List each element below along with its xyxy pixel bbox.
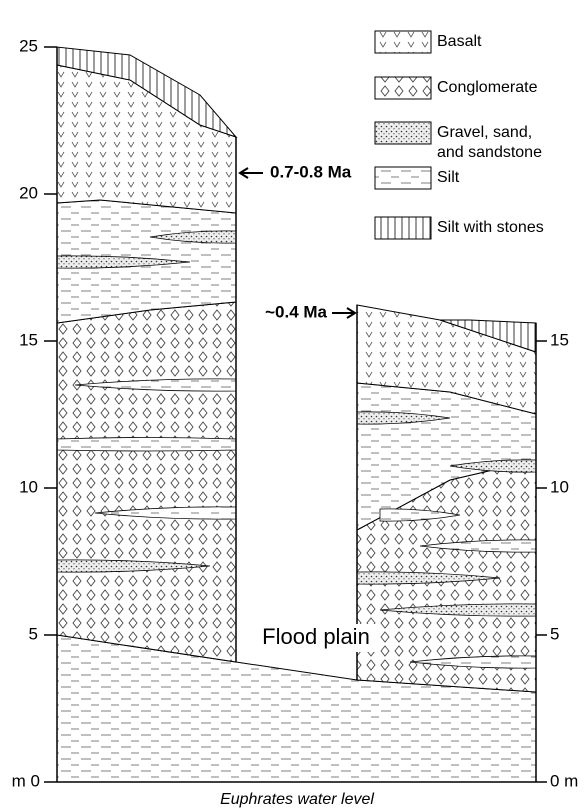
legend-swatch bbox=[374, 76, 432, 100]
legend-label: Silt bbox=[437, 169, 460, 186]
age-label: ~0.4 Ma bbox=[265, 302, 327, 321]
y-tick-label: 10 bbox=[550, 477, 569, 496]
ticks: m 0 5 10 15 20 25 0 m 5 10 15 bbox=[12, 36, 579, 790]
legend-swatch bbox=[374, 121, 432, 145]
legend-swatch bbox=[374, 30, 432, 54]
y-tick-label: 20 bbox=[19, 183, 38, 202]
y-tick-label: 0 m bbox=[550, 771, 578, 790]
legend-label: Silt with stones bbox=[437, 219, 544, 236]
arrow bbox=[238, 167, 263, 179]
layer bbox=[56, 46, 238, 139]
age-label: 0.7-0.8 Ma bbox=[270, 162, 352, 181]
legend-label: Conglomerate bbox=[437, 79, 538, 96]
legend-label: Basalt bbox=[437, 33, 482, 50]
legend bbox=[374, 30, 432, 240]
flood-plain-label: Flood plain bbox=[262, 624, 370, 649]
y-tick-label: 25 bbox=[19, 36, 38, 55]
water-level-label: Euphrates water level bbox=[220, 791, 374, 808]
y-tick-label: 15 bbox=[550, 330, 569, 349]
y-tick-label: 15 bbox=[19, 330, 38, 349]
arrow bbox=[332, 307, 357, 319]
legend-swatch bbox=[374, 166, 432, 190]
legend-swatch bbox=[374, 216, 432, 240]
y-tick-label: 5 bbox=[29, 624, 38, 643]
lens bbox=[379, 508, 461, 522]
y-tick-label: m 0 bbox=[12, 771, 40, 790]
y-tick-label: 5 bbox=[550, 624, 559, 643]
layer bbox=[56, 301, 237, 663]
legend-label: Gravel, sand, and sandstone bbox=[437, 124, 542, 161]
y-tick-label: 10 bbox=[19, 477, 38, 496]
lens bbox=[56, 437, 237, 452]
label-bg bbox=[256, 624, 376, 652]
